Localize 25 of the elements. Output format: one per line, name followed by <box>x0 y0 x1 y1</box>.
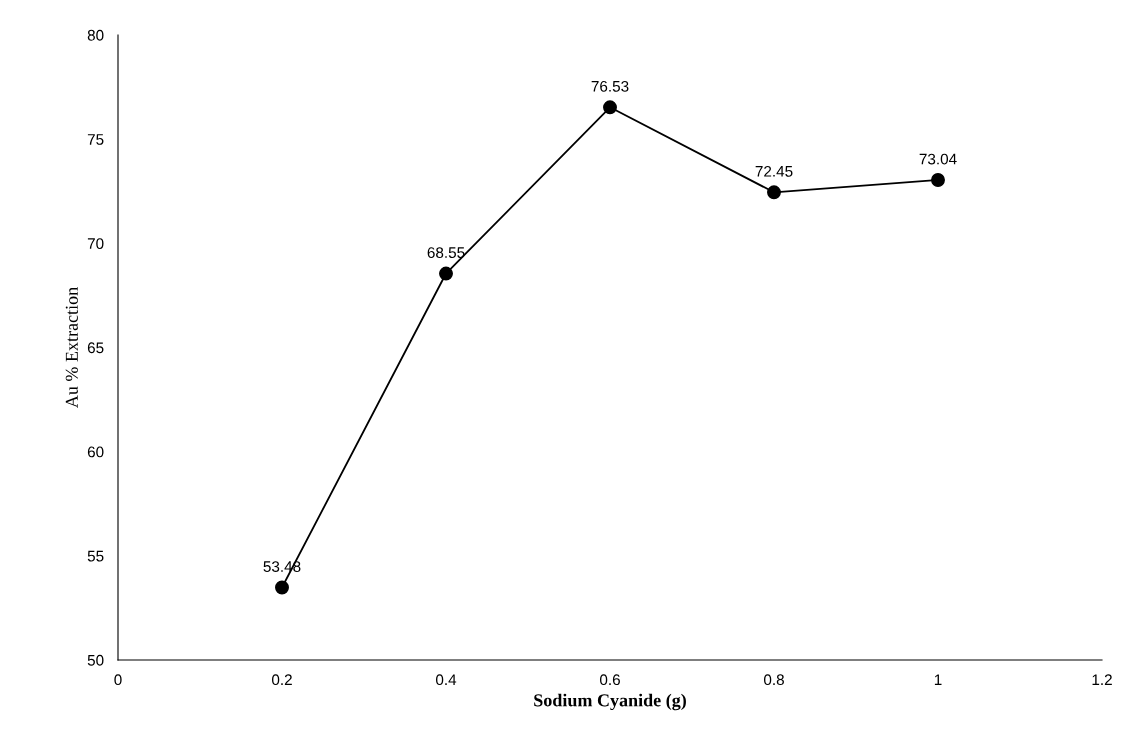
y-axis-title: Au % Extraction <box>65 287 78 408</box>
data-label: 68.55 <box>427 247 465 259</box>
x-axis-title: Sodium Cyanide (g) <box>534 693 686 711</box>
x-tick-label: 0 <box>114 674 122 686</box>
y-tick-label: 65 <box>87 342 104 354</box>
point <box>603 100 617 115</box>
y-tick-label: 55 <box>87 550 104 562</box>
point <box>275 580 289 595</box>
data-label: 73.04 <box>919 153 957 165</box>
point <box>931 173 945 187</box>
x-tick-label: 0.8 <box>763 674 784 686</box>
y-tick-label: 50 <box>87 654 104 666</box>
y-tick-label: 75 <box>87 134 104 145</box>
x-tick-label: 0.4 <box>435 674 457 686</box>
x-tick-label: 1 <box>934 674 942 685</box>
data-label: 72.45 <box>755 165 793 177</box>
data-label: 76.53 <box>591 80 629 92</box>
point <box>767 185 781 200</box>
x-tick-label: 1.2 <box>1092 674 1112 685</box>
y-tick-label: 60 <box>87 446 104 458</box>
x-tick-label: 0.2 <box>271 674 292 686</box>
x-tick-label: 0.6 <box>599 674 620 686</box>
y-tick-label: 70 <box>87 238 104 250</box>
y-tick-label: 80 <box>87 29 104 41</box>
point <box>439 266 453 281</box>
